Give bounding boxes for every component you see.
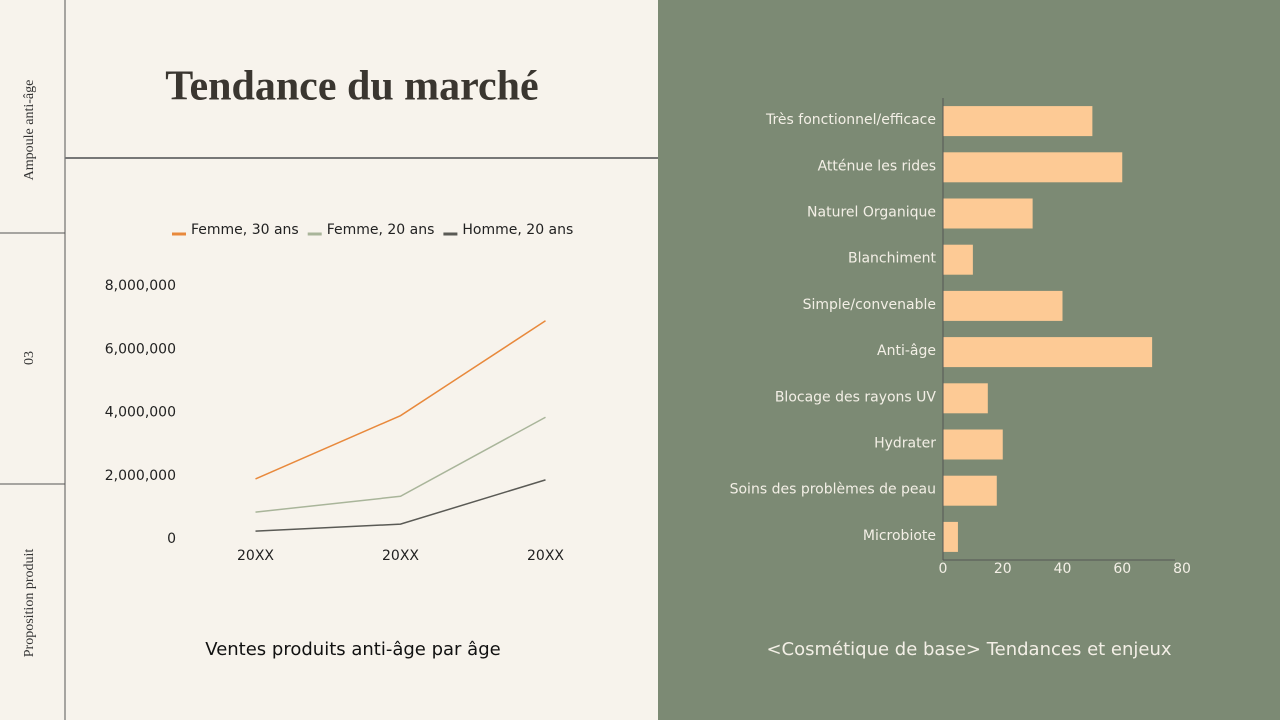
series-line [255,320,546,480]
sidebar-label: Proposition produit [22,549,37,658]
x-tick-label: 40 [1054,561,1072,577]
slide-title: Tendance du marché [165,64,538,110]
y-tick-label: Atténue les rides [818,158,936,174]
x-tick-label: 80 [1173,561,1191,577]
y-tick-label: Soins des problèmes de peau [730,482,936,498]
bar [943,521,958,552]
y-tick-label: 2,000,000 [105,468,176,484]
x-tick-label: 20XX [527,548,564,564]
x-tick-label: 20 [994,561,1012,577]
y-tick-label: 4,000,000 [105,405,176,421]
bar [943,290,1063,321]
x-tick-label: 0 [939,561,948,577]
series-line [255,416,546,513]
x-tick-label: 20XX [382,548,419,564]
legend-label: Femme, 30 ans [191,222,299,238]
y-tick-label: Très fonctionnel/efficace [765,112,936,128]
bar [943,337,1153,368]
y-tick-label: Anti-âge [877,343,936,359]
y-tick-label: Hydrater [874,436,936,452]
bar [943,429,1003,460]
x-tick-label: 20XX [237,548,274,564]
y-tick-label: Microbiote [863,528,936,544]
chart-title: Ventes produits anti-âge par âge [205,639,500,660]
y-tick-label: 6,000,000 [105,341,176,357]
series-line [255,479,546,532]
y-tick-label: Simple/convenable [803,297,936,313]
bar [943,475,997,506]
bar [943,383,988,414]
y-tick-label: 0 [167,531,176,547]
y-tick-label: Blanchiment [848,251,937,267]
sidebar-section: Ampoule anti-âge [22,80,37,181]
left-panel [0,0,658,720]
y-tick-label: 8,000,000 [105,278,176,294]
bar [943,198,1033,229]
bar [943,152,1123,183]
y-tick-label: Blocage des rayons UV [775,389,937,405]
legend-label: Homme, 20 ans [462,222,573,238]
bar [943,244,973,275]
bar [943,106,1093,137]
legend-label: Femme, 20 ans [327,222,435,238]
sidebar-number: 03 [22,351,37,365]
x-tick-label: 60 [1113,561,1131,577]
chart-title: <Cosmétique de base> Tendances et enjeux [766,639,1171,660]
y-tick-label: Naturel Organique [807,205,936,221]
